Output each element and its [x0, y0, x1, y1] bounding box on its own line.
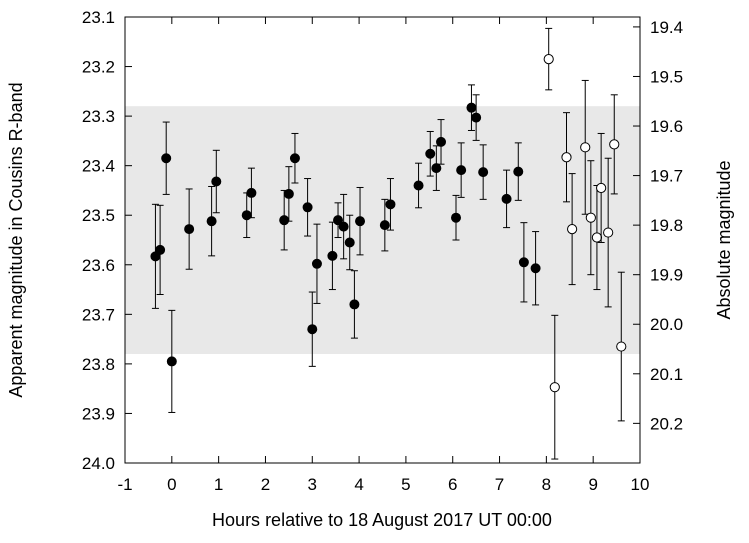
data-point-filled	[211, 176, 222, 187]
y2-tick-label: 20.2	[650, 414, 683, 433]
x-tick-label: 6	[448, 475, 457, 494]
y2-tick-label: 19.9	[650, 266, 683, 285]
y-tick-label: 23.9	[82, 404, 115, 423]
data-point-filled	[379, 220, 390, 231]
data-point-filled	[279, 215, 290, 226]
data-point-filled	[344, 237, 355, 248]
data-point-open	[549, 382, 560, 393]
data-point-open	[543, 54, 554, 65]
data-point-filled	[413, 180, 424, 191]
data-point-filled	[241, 210, 252, 221]
data-point-filled	[456, 165, 467, 176]
data-point-filled	[431, 163, 442, 174]
y2-tick-label: 19.7	[650, 167, 683, 186]
data-point-open	[567, 223, 578, 235]
data-point-filled	[385, 199, 396, 210]
x-tick-label: 10	[631, 475, 650, 494]
x-tick-label: 8	[542, 475, 551, 494]
y-tick-label: 23.2	[82, 58, 115, 77]
data-point-filled	[246, 187, 257, 198]
data-point-filled	[425, 148, 436, 159]
y-tick-label: 23.6	[82, 256, 115, 275]
data-point-filled	[349, 299, 360, 310]
x-tick-label: 2	[261, 475, 270, 494]
data-point-filled	[206, 216, 217, 227]
x-tick-label: 7	[495, 475, 504, 494]
data-point-filled	[155, 244, 166, 255]
y-tick-label: 23.5	[82, 206, 115, 225]
data-series	[543, 27, 627, 460]
data-point-filled	[471, 112, 482, 123]
data-point-open	[580, 142, 591, 153]
data-point-filled	[161, 153, 172, 164]
data-point-filled	[451, 212, 462, 223]
data-point-filled	[311, 258, 322, 269]
data-point-filled	[436, 136, 447, 147]
data-point-filled	[333, 215, 344, 226]
y-tick-label: 23.7	[82, 305, 115, 324]
y-tick-label: 23.3	[82, 107, 115, 126]
data-point-filled	[466, 102, 477, 113]
x-tick-label: 9	[588, 475, 597, 494]
data-point-open	[561, 152, 572, 163]
data-point-filled	[289, 153, 300, 164]
data-point-filled	[355, 216, 366, 227]
y2-tick-label: 19.8	[650, 216, 683, 235]
data-point-filled	[513, 166, 524, 177]
x-tick-label: -1	[117, 475, 132, 494]
y-axis-title: Apparent magnitude in Cousins R-band	[6, 82, 26, 397]
x-axis-title: Hours relative to 18 August 2017 UT 00:0…	[212, 510, 552, 530]
y-tick-label: 23.1	[82, 8, 115, 27]
x-tick-label: 1	[214, 475, 223, 494]
x-tick-label: 5	[401, 475, 410, 494]
y-tick-label: 24.0	[82, 454, 115, 473]
plot-frame	[124, 16, 641, 464]
data-point-open	[616, 341, 627, 352]
data-point-filled	[501, 193, 512, 204]
data-point-filled	[518, 257, 529, 268]
data-point-filled	[327, 250, 338, 261]
data-point-filled	[530, 263, 541, 274]
y2-tick-label: 19.6	[650, 117, 683, 136]
y-tick-label: 23.8	[82, 355, 115, 374]
data-point-open	[591, 232, 603, 243]
data-point-filled	[283, 188, 294, 199]
x-tick-label: 4	[354, 475, 363, 494]
y2-tick-label: 19.5	[650, 67, 683, 86]
data-point-open	[585, 212, 596, 223]
y2-tick-label: 20.0	[650, 315, 683, 334]
data-point-filled	[478, 167, 489, 178]
data-series	[150, 84, 541, 413]
data-point-open	[596, 182, 607, 194]
y2-tick-label: 20.1	[650, 365, 683, 384]
data-point-filled	[302, 202, 313, 213]
data-point-filled	[338, 221, 349, 232]
data-point-open	[603, 227, 614, 238]
data-point-filled	[166, 356, 177, 367]
y2-axis-title: Absolute magnitude	[714, 160, 734, 319]
data-point-filled	[307, 324, 318, 335]
shaded-band	[125, 106, 640, 354]
y2-tick-label: 19.4	[650, 18, 683, 37]
x-tick-label: 3	[308, 475, 317, 494]
x-tick-label: 0	[167, 475, 176, 494]
data-point-open	[609, 139, 620, 150]
y-tick-label: 23.4	[82, 157, 115, 176]
data-point-filled	[184, 224, 195, 235]
